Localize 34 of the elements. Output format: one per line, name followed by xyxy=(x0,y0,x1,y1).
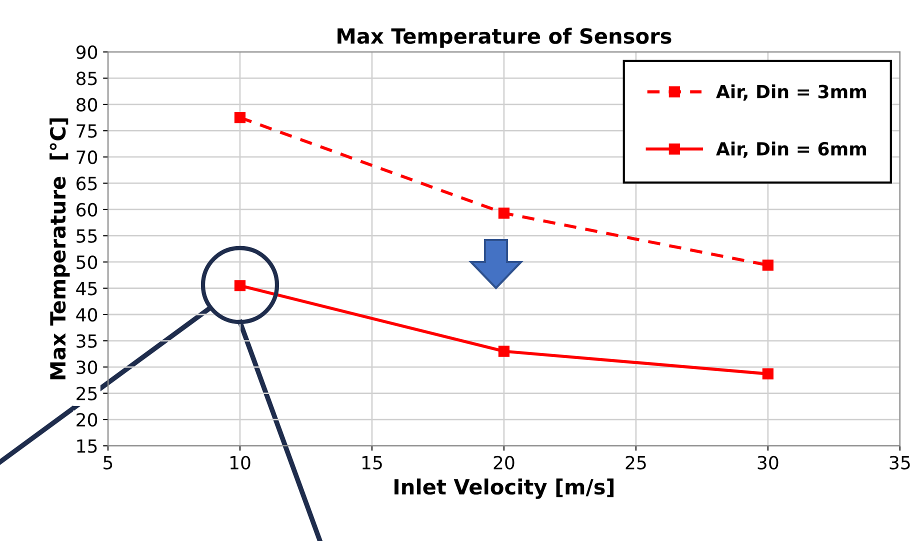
y-tick-label: 15 xyxy=(77,439,97,453)
legend-label: Air, Din = 6mm xyxy=(716,142,866,158)
y-tick-label: 65 xyxy=(76,176,97,190)
point xyxy=(762,260,774,271)
y-axis-title: Max Temperature [°C] xyxy=(50,118,70,380)
x-tick-label: 5 xyxy=(104,456,112,470)
x-tick-label: 20 xyxy=(494,456,514,470)
point xyxy=(498,346,510,357)
x-tick-label: 25 xyxy=(626,456,646,470)
point xyxy=(498,208,510,219)
x-tick-label: 10 xyxy=(230,456,250,470)
y-tick-label: 45 xyxy=(76,282,97,296)
y-tick-label: 80 xyxy=(76,98,98,112)
point xyxy=(762,368,774,380)
y-tick-label: 75 xyxy=(76,124,97,138)
point xyxy=(234,112,246,124)
y-tick-label: 60 xyxy=(76,202,98,217)
x-tick-label: 35 xyxy=(890,456,910,470)
y-tick-label: 70 xyxy=(76,150,98,164)
point xyxy=(234,280,246,292)
y-tick-label: 90 xyxy=(76,45,98,60)
chart-title: Max Temperature of Sensors xyxy=(338,28,672,48)
x-axis-title: Inlet Velocity [m/s] xyxy=(394,478,614,499)
y-tick-label: 55 xyxy=(76,229,97,243)
y-tick-label: 25 xyxy=(76,386,97,400)
y-tick-label: 40 xyxy=(76,308,98,322)
legend-label: Air, Din = 3mm xyxy=(716,84,866,101)
x-tick-label: 15 xyxy=(362,456,382,470)
y-tick-label: 35 xyxy=(76,334,97,348)
x-tick-label: 30 xyxy=(758,456,778,470)
y-tick-label: 85 xyxy=(76,72,97,86)
y-tick-label: 20 xyxy=(76,412,98,427)
y-tick-label: 30 xyxy=(76,360,98,374)
y-tick-label: 50 xyxy=(76,255,98,270)
